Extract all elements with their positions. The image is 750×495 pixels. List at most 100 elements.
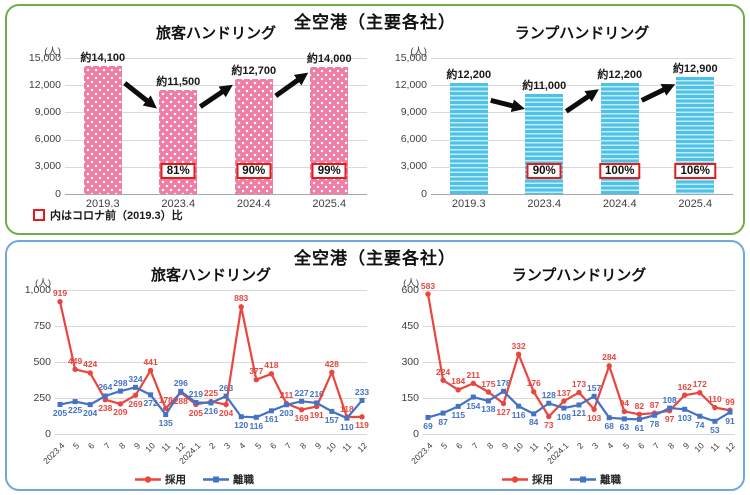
data-point bbox=[87, 402, 93, 408]
y-tick-label: 0 bbox=[413, 428, 419, 440]
headcount-bar-panel: 全空港（主要各社） 旅客ハンドリング (人) 15,000 12,000 9,000 6,… bbox=[5, 4, 745, 235]
gridline bbox=[65, 166, 367, 168]
data-label: 108 bbox=[662, 394, 677, 405]
data-label: 103 bbox=[587, 412, 602, 423]
y-tick-label: 300 bbox=[401, 356, 419, 368]
data-point bbox=[283, 400, 290, 407]
data-point bbox=[178, 388, 184, 394]
data-label: 178 bbox=[158, 394, 173, 405]
data-label: 191 bbox=[309, 409, 324, 420]
x-axis-line bbox=[431, 194, 733, 195]
data-label: 87 bbox=[438, 416, 448, 427]
percent-badge: 90% bbox=[526, 163, 562, 179]
y-tick-label: 0 bbox=[421, 187, 427, 200]
data-point bbox=[314, 403, 320, 410]
data-point bbox=[117, 388, 123, 394]
gridline bbox=[423, 326, 735, 327]
data-point bbox=[455, 387, 461, 393]
data-label: 441 bbox=[143, 356, 158, 367]
legend-marker-icon bbox=[502, 476, 528, 483]
data-point bbox=[561, 405, 567, 411]
data-point bbox=[531, 389, 537, 395]
data-point bbox=[606, 415, 612, 421]
data-label: 135 bbox=[158, 418, 173, 429]
data-label: 264 bbox=[98, 382, 113, 393]
data-label: 296 bbox=[173, 377, 188, 388]
y-tick-label: 6,000 bbox=[400, 133, 427, 146]
gridline bbox=[431, 85, 733, 87]
x-tick-label: 5 bbox=[439, 440, 450, 451]
legend-item-離職: 離職 bbox=[569, 472, 621, 487]
data-point bbox=[652, 412, 657, 418]
x-tick-label: 2019.3 bbox=[85, 198, 120, 210]
y-tick-label: 3,000 bbox=[400, 160, 427, 173]
y-axis-unit: (人) bbox=[410, 47, 427, 58]
y-tick-label: 450 bbox=[401, 320, 419, 332]
data-point bbox=[344, 414, 350, 420]
data-label: 377 bbox=[249, 366, 264, 377]
data-point bbox=[208, 398, 214, 405]
data-point bbox=[57, 401, 63, 407]
y-tick-label: 600 bbox=[401, 284, 419, 296]
x-tick-label: 7 bbox=[101, 440, 112, 451]
data-label: 176 bbox=[526, 378, 541, 389]
data-label: 173 bbox=[571, 378, 587, 389]
data-point bbox=[148, 392, 154, 398]
data-point bbox=[470, 380, 476, 387]
data-point bbox=[314, 400, 320, 406]
data-point bbox=[516, 403, 522, 409]
data-point bbox=[727, 409, 733, 415]
x-tick-label: 10 bbox=[692, 440, 707, 455]
percent-badge: 90% bbox=[236, 163, 272, 179]
gridline bbox=[423, 434, 735, 435]
y-tick-label: 150 bbox=[401, 392, 419, 404]
y-tick-label: 0 bbox=[55, 187, 61, 200]
data-label: 84 bbox=[528, 417, 539, 428]
legend-marker-icon bbox=[135, 476, 161, 483]
data-point bbox=[500, 400, 507, 407]
y-axis-unit: (人) bbox=[35, 278, 51, 289]
legend-label: 採用 bbox=[165, 474, 186, 486]
x-tick-label: 2023.4 bbox=[161, 198, 196, 210]
y-tick-label: 12,000 bbox=[394, 78, 427, 91]
data-label: 116 bbox=[249, 420, 264, 431]
data-point bbox=[651, 410, 658, 416]
data-label: 272 bbox=[143, 398, 158, 409]
data-label: 97 bbox=[664, 414, 675, 425]
data-label: 424 bbox=[83, 359, 98, 370]
series-line-採用 bbox=[58, 301, 363, 419]
bar-value-label: 約12,900 bbox=[672, 63, 718, 76]
data-point bbox=[72, 366, 78, 373]
data-label: 219 bbox=[188, 388, 203, 399]
data-point bbox=[425, 291, 431, 297]
data-point bbox=[440, 377, 446, 383]
data-label: 99 bbox=[725, 396, 735, 407]
data-label: 418 bbox=[264, 360, 279, 371]
data-label: 883 bbox=[234, 293, 249, 304]
data-label: 161 bbox=[264, 414, 279, 425]
x-tick-label: 11 bbox=[340, 440, 354, 454]
gridline bbox=[55, 434, 367, 435]
data-point bbox=[682, 392, 688, 398]
data-label: 116 bbox=[511, 409, 526, 420]
data-point bbox=[329, 408, 335, 414]
data-point bbox=[163, 412, 169, 418]
data-label: 169 bbox=[294, 413, 309, 424]
data-label: 224 bbox=[436, 366, 451, 377]
bar bbox=[83, 66, 122, 194]
data-label: 284 bbox=[602, 352, 617, 363]
data-label: 73 bbox=[544, 419, 554, 430]
x-tick-label: 10 bbox=[511, 440, 526, 455]
percent-badge: 99% bbox=[311, 163, 347, 179]
data-label: 53 bbox=[710, 424, 720, 435]
legend-marker-icon bbox=[570, 476, 596, 483]
data-label: 61 bbox=[634, 422, 645, 433]
chart-title: ランプハンドリング bbox=[511, 267, 647, 284]
data-label: 87 bbox=[649, 399, 660, 410]
x-tick-label: 2 bbox=[207, 440, 218, 451]
gridline bbox=[423, 362, 735, 363]
y-tick-label: 15,000 bbox=[394, 51, 427, 64]
bar-value-label: 約12,700 bbox=[231, 64, 277, 77]
data-label: 332 bbox=[511, 340, 526, 351]
percent-badge: 106% bbox=[674, 163, 716, 179]
